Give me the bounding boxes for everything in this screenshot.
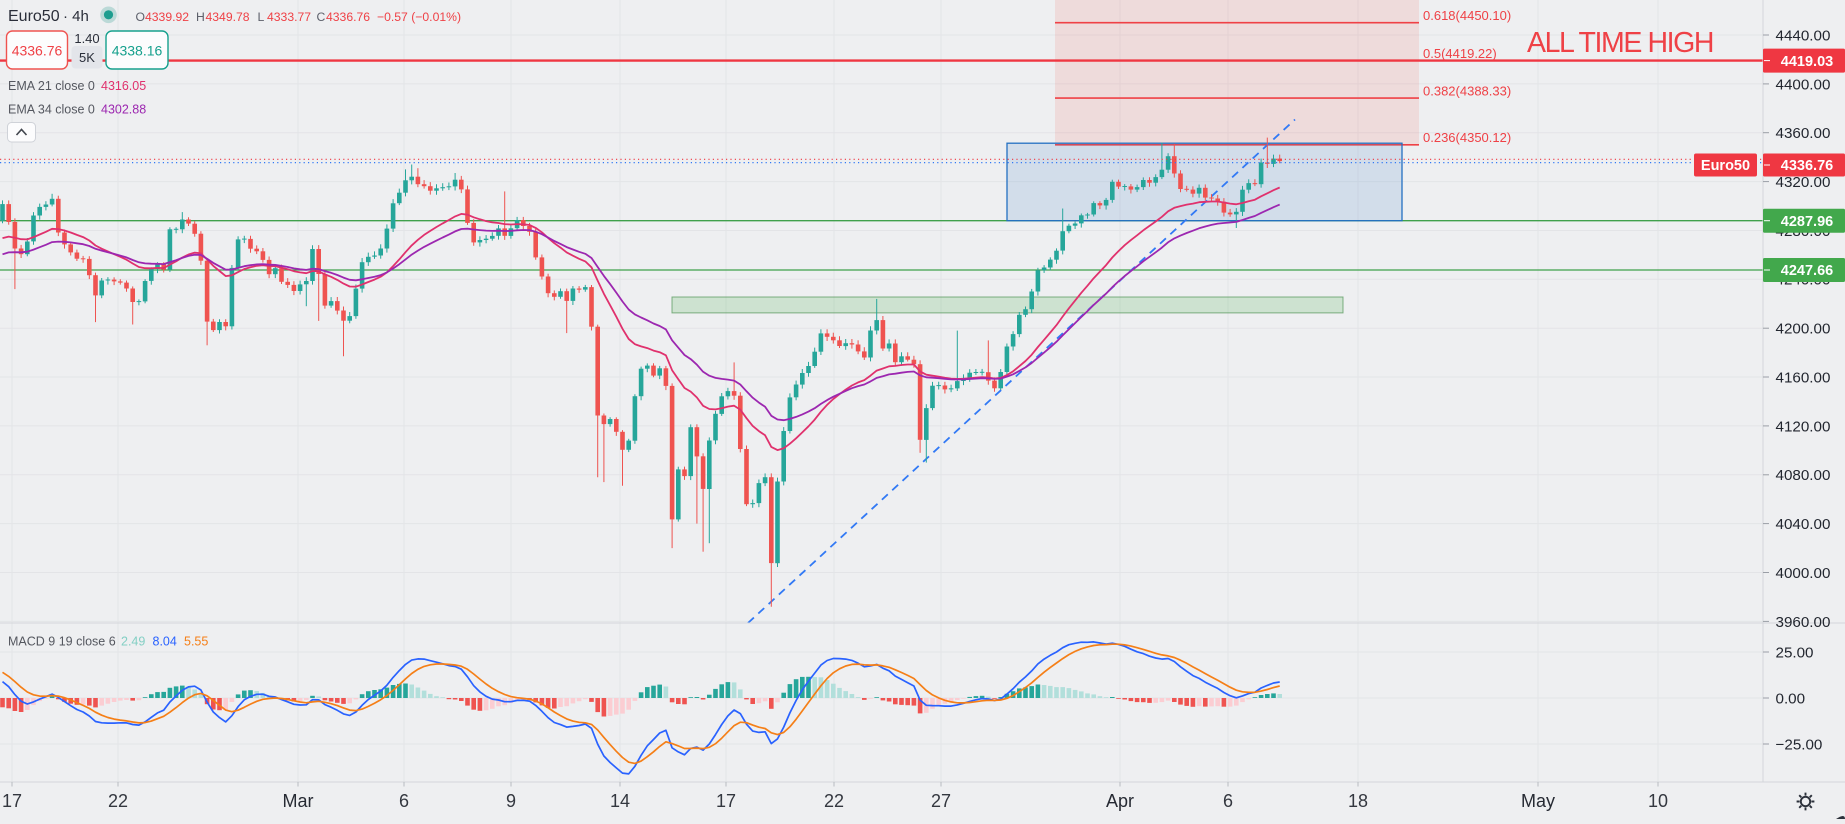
svg-text:O: O <box>136 10 145 24</box>
svg-text:5K: 5K <box>79 50 95 65</box>
svg-text:4360.00: 4360.00 <box>1776 125 1831 142</box>
svg-text:Mar: Mar <box>283 791 314 811</box>
svg-text:4316.05: 4316.05 <box>101 79 146 93</box>
svg-text:4440.00: 4440.00 <box>1776 27 1831 44</box>
svg-text:0.382(4388.33): 0.382(4388.33) <box>1423 84 1511 99</box>
svg-text:2.49: 2.49 <box>121 635 145 649</box>
svg-text:MACD 9 19 close 6: MACD 9 19 close 6 <box>8 635 116 649</box>
svg-text:22: 22 <box>108 791 128 811</box>
svg-text:6: 6 <box>1223 791 1233 811</box>
svg-text:0.618(4450.10): 0.618(4450.10) <box>1423 8 1511 23</box>
svg-text:4287.96: 4287.96 <box>1781 214 1833 230</box>
svg-text:14: 14 <box>610 791 630 811</box>
svg-text:4339.92: 4339.92 <box>145 10 189 24</box>
svg-text:Euro50: Euro50 <box>8 8 60 25</box>
svg-text:Apr: Apr <box>1106 791 1134 811</box>
svg-text:EMA 21 close 0: EMA 21 close 0 <box>8 79 95 93</box>
svg-text:4080.00: 4080.00 <box>1776 467 1831 484</box>
svg-text:6: 6 <box>399 791 409 811</box>
svg-text:27: 27 <box>931 791 951 811</box>
svg-text:ALL TIME HIGH: ALL TIME HIGH <box>1527 27 1713 59</box>
svg-text:H: H <box>196 10 205 24</box>
svg-text:9: 9 <box>506 791 516 811</box>
svg-text:4349.78: 4349.78 <box>206 10 250 24</box>
svg-text:4040.00: 4040.00 <box>1776 516 1831 533</box>
svg-text:4200.00: 4200.00 <box>1776 321 1831 338</box>
svg-text:4160.00: 4160.00 <box>1776 369 1831 386</box>
svg-text:22: 22 <box>824 791 844 811</box>
svg-text:4419.03: 4419.03 <box>1781 54 1833 70</box>
svg-text:0.5(4419.22): 0.5(4419.22) <box>1423 46 1497 61</box>
svg-text:1.40: 1.40 <box>74 31 99 46</box>
svg-text:L: L <box>258 10 265 24</box>
svg-text:18: 18 <box>1348 791 1368 811</box>
svg-text:17: 17 <box>716 791 736 811</box>
svg-text:4336.76: 4336.76 <box>1781 158 1833 174</box>
svg-text:EMA 34 close 0: EMA 34 close 0 <box>8 103 95 117</box>
svg-text:0.236(4350.12): 0.236(4350.12) <box>1423 130 1511 145</box>
svg-text:4120.00: 4120.00 <box>1776 418 1831 435</box>
svg-text:4336.76: 4336.76 <box>326 10 370 24</box>
svg-text:· 4h: · 4h <box>63 8 89 25</box>
svg-text:4400.00: 4400.00 <box>1776 76 1831 93</box>
svg-text:5.55: 5.55 <box>184 635 208 649</box>
svg-text:−0.57 (−0.01%): −0.57 (−0.01%) <box>377 10 461 24</box>
svg-text:−25.00: −25.00 <box>1776 736 1823 753</box>
svg-text:4336.76: 4336.76 <box>12 43 63 59</box>
svg-text:4000.00: 4000.00 <box>1776 565 1831 582</box>
svg-text:May: May <box>1521 791 1555 811</box>
svg-text:4247.66: 4247.66 <box>1781 263 1833 279</box>
svg-text:4338.16: 4338.16 <box>112 43 163 59</box>
svg-text:17: 17 <box>2 791 22 811</box>
svg-text:3960.00: 3960.00 <box>1776 614 1831 631</box>
svg-text:0.00: 0.00 <box>1776 690 1806 707</box>
svg-text:4320.00: 4320.00 <box>1776 174 1831 191</box>
svg-text:10: 10 <box>1648 791 1668 811</box>
svg-text:4333.77: 4333.77 <box>267 10 311 24</box>
svg-text:25.00: 25.00 <box>1776 644 1814 661</box>
svg-text:Euro50: Euro50 <box>1701 158 1750 174</box>
svg-text:8.04: 8.04 <box>153 635 177 649</box>
svg-text:4302.88: 4302.88 <box>101 103 146 117</box>
svg-text:C: C <box>317 10 326 24</box>
